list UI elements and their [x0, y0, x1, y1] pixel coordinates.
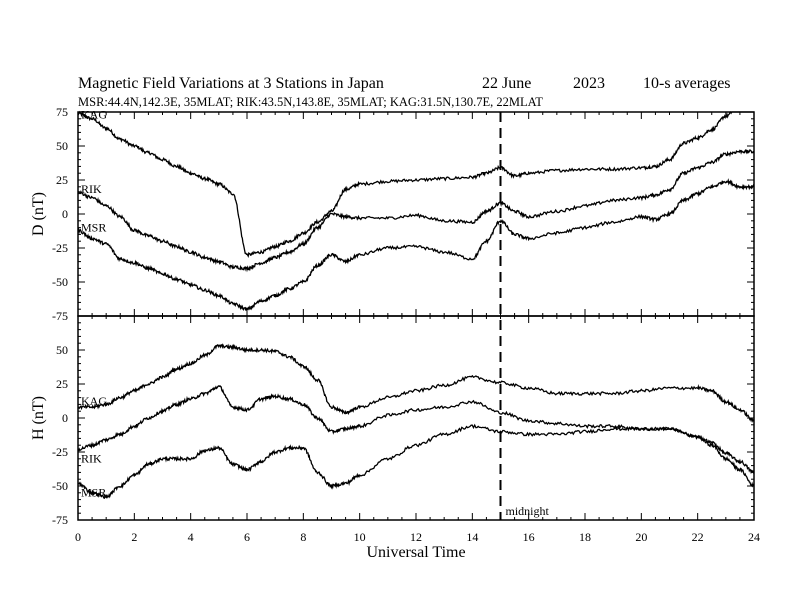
x-tick-label: 20: [635, 530, 647, 544]
station-label-d-msr: MSR: [81, 220, 106, 234]
x-axis-label: Universal Time: [366, 544, 465, 561]
x-tick-label: 12: [410, 530, 422, 544]
panel-frame-h: [77, 315, 755, 521]
y-tick-label: 75: [56, 105, 68, 119]
station-info: MSR:44.4N,142.3E, 35MLAT; RIK:43.5N,143.…: [78, 95, 543, 109]
y-tick-label: 50: [56, 139, 68, 153]
y-tick-label: 0: [62, 207, 68, 221]
chart-averaging: 10-s averages: [643, 75, 731, 92]
y-axis-label-h: H (nT): [30, 396, 47, 440]
series-line-h-msr: [77, 423, 755, 500]
series-line-h-kag: [77, 343, 755, 423]
panel-d: 75 50 25 0 -25 -50 -75 D (nT) KAG RIK MSR: [30, 105, 755, 323]
y-tick-label: -50: [52, 479, 68, 493]
station-label-h-kag: KAG: [81, 394, 107, 408]
chart-year: 2023: [573, 75, 605, 92]
x-tick-label: 0: [75, 530, 81, 544]
y-axis-label-d: D (nT): [30, 192, 47, 236]
x-tick-label: 24: [748, 530, 760, 544]
series-line-d-rik: [77, 148, 755, 273]
series-line-d-msr: [77, 178, 755, 311]
y-tick-label: 50: [56, 343, 68, 357]
x-tick-label: 18: [579, 530, 591, 544]
y-tick-label: -25: [52, 445, 68, 459]
x-tick-label: 14: [466, 530, 478, 544]
x-tick-label: 16: [523, 530, 535, 544]
series-line-d-kag: [77, 110, 754, 258]
y-tick-label: 0: [62, 411, 68, 425]
x-tick-label: 4: [188, 530, 194, 544]
y-tick-label: -50: [52, 275, 68, 289]
x-tick-label: 6: [244, 530, 250, 544]
chart-title: Magnetic Field Variations at 3 Stations …: [78, 75, 384, 92]
station-label-h-msr: MSR: [81, 485, 106, 499]
x-tick-label: 22: [692, 530, 704, 544]
station-label-d-kag: KAG: [81, 107, 107, 121]
x-axis: 0 2 4 6 8 10 12 14 16 18 20 22 24: [75, 530, 760, 544]
y-tick-label: -75: [52, 513, 68, 527]
station-label-d-rik: RIK: [81, 182, 102, 196]
midnight-label: midnight: [506, 504, 550, 518]
x-tick-label: 2: [131, 530, 137, 544]
x-tick-label: 10: [354, 530, 366, 544]
panel-h: 50 25 0 -25 -50 -75 H (nT) KAG RIK MSR: [30, 315, 755, 527]
chart-date: 22 June: [482, 75, 531, 92]
y-tick-label: 25: [56, 173, 68, 187]
x-tick-label: 8: [300, 530, 306, 544]
y-tick-label: 25: [56, 377, 68, 391]
y-tick-label: -75: [52, 309, 68, 323]
y-tick-label: -25: [52, 241, 68, 255]
station-label-h-rik: RIK: [81, 451, 102, 465]
